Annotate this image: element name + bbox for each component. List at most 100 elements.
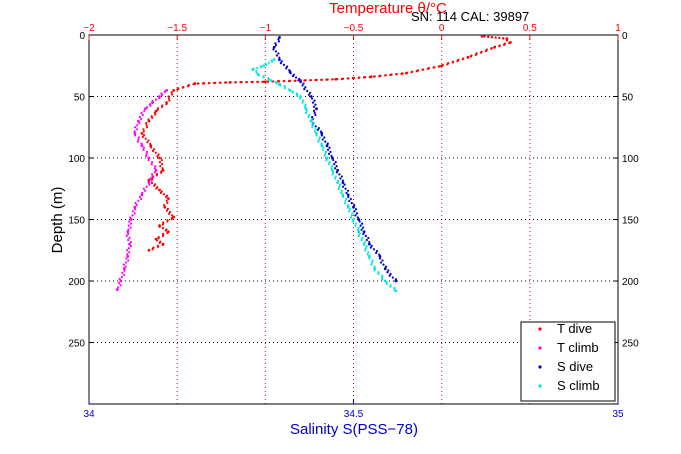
data-point bbox=[334, 77, 338, 81]
data-point bbox=[325, 156, 329, 160]
data-trace-dot bbox=[303, 105, 307, 108]
data-trace-dot bbox=[351, 212, 354, 215]
data-point bbox=[346, 193, 350, 197]
data-trace-dot bbox=[118, 277, 121, 281]
data-trace-dot bbox=[137, 199, 140, 203]
data-trace-dot bbox=[410, 71, 413, 74]
data-trace-dot bbox=[378, 75, 381, 78]
data-trace-dot bbox=[160, 171, 163, 174]
data-point bbox=[373, 267, 377, 271]
data-trace-dot bbox=[303, 88, 306, 91]
data-trace-dot bbox=[340, 77, 343, 81]
legend: T dive T climb S dive S climb bbox=[520, 321, 616, 402]
data-point bbox=[147, 248, 151, 252]
data-trace-dot bbox=[306, 89, 309, 93]
data-trace-dot bbox=[293, 79, 296, 82]
data-trace-dot bbox=[490, 36, 493, 39]
data-trace-dot bbox=[351, 220, 354, 223]
data-trace-dot bbox=[340, 175, 343, 178]
data-trace-dot bbox=[168, 211, 172, 214]
left-tick-label: 0 bbox=[79, 31, 85, 42]
data-point bbox=[299, 80, 302, 84]
data-trace-dot bbox=[166, 207, 169, 210]
data-trace-dot bbox=[142, 130, 145, 133]
data-trace-dot bbox=[170, 91, 173, 94]
data-point bbox=[336, 168, 340, 172]
data-trace-dot bbox=[123, 273, 126, 276]
right-tick-label: 200 bbox=[622, 277, 639, 288]
data-trace-dot bbox=[152, 148, 156, 151]
data-trace-dot bbox=[501, 37, 505, 40]
data-trace-dot bbox=[145, 150, 149, 153]
data-trace-dot bbox=[274, 81, 278, 84]
data-trace-dot bbox=[313, 130, 316, 133]
data-trace-dot bbox=[348, 210, 351, 213]
data-trace-dot bbox=[146, 106, 149, 109]
data-trace-dot bbox=[304, 103, 307, 106]
data-trace-dot bbox=[165, 102, 168, 106]
data-point bbox=[140, 144, 144, 148]
data-trace-dot bbox=[171, 214, 174, 217]
data-trace-dot bbox=[125, 234, 128, 237]
data-trace-dot bbox=[335, 171, 339, 174]
data-trace-dot bbox=[125, 257, 128, 260]
top-tick-label: −0.5 bbox=[344, 23, 364, 34]
data-point bbox=[330, 168, 334, 172]
data-trace-dot bbox=[326, 148, 330, 151]
data-trace-dot bbox=[451, 61, 454, 64]
data-trace-dot bbox=[324, 150, 328, 153]
data-trace-dot bbox=[151, 116, 154, 119]
data-point bbox=[122, 267, 126, 271]
data-trace-dot bbox=[373, 265, 376, 268]
data-trace-dot bbox=[332, 158, 335, 162]
data-trace-dot bbox=[148, 103, 152, 106]
data-trace-dot bbox=[152, 175, 155, 178]
data-point bbox=[309, 95, 313, 98]
data-trace-dot bbox=[123, 269, 126, 272]
data-trace-dot bbox=[223, 81, 227, 84]
data-trace-dot bbox=[355, 212, 359, 215]
data-trace-dot bbox=[356, 216, 360, 219]
data-trace-dot bbox=[330, 154, 333, 158]
data-trace-dot bbox=[505, 39, 509, 42]
data-trace-dot bbox=[161, 223, 164, 226]
data-trace-dot bbox=[160, 158, 163, 162]
data-trace-dot bbox=[150, 163, 153, 166]
left-tick-label: 50 bbox=[74, 93, 86, 104]
data-trace-dot bbox=[120, 275, 124, 278]
data-trace-dot bbox=[310, 117, 313, 121]
data-trace-dot bbox=[245, 80, 248, 84]
data-trace-dot bbox=[133, 208, 137, 211]
data-trace-dot bbox=[165, 199, 168, 202]
data-trace-dot bbox=[456, 60, 459, 63]
data-trace-dot bbox=[134, 202, 137, 205]
data-trace-dot bbox=[141, 113, 144, 117]
data-trace-dot bbox=[307, 93, 311, 96]
data-trace-dot bbox=[154, 113, 157, 116]
data-trace-dot bbox=[119, 284, 122, 287]
top-tick-label: −1.5 bbox=[167, 23, 187, 34]
data-trace-dot bbox=[128, 220, 131, 223]
data-trace-dot bbox=[461, 58, 464, 61]
data-trace-dot bbox=[368, 257, 371, 260]
data-point bbox=[394, 279, 398, 283]
data-trace-dot bbox=[320, 142, 323, 145]
data-trace-dot bbox=[302, 99, 305, 102]
data-trace-dot bbox=[167, 97, 171, 100]
data-trace-dot bbox=[305, 109, 308, 112]
data-trace-dot bbox=[196, 82, 199, 85]
data-trace-dot bbox=[317, 127, 320, 130]
data-trace-dot bbox=[150, 179, 153, 182]
bottom-tick-label: 35 bbox=[612, 409, 624, 420]
top-tick-label: −1 bbox=[260, 23, 272, 34]
data-trace-dot bbox=[312, 109, 316, 112]
data-trace-dot bbox=[255, 71, 258, 74]
data-trace-dot bbox=[192, 83, 195, 86]
left-tick-label: 200 bbox=[68, 277, 85, 288]
data-trace-dot bbox=[126, 232, 130, 235]
data-trace-dot bbox=[159, 165, 162, 168]
data-trace-dot bbox=[490, 47, 493, 50]
data-trace-dot bbox=[145, 126, 149, 129]
data-trace-dot bbox=[375, 250, 379, 253]
data-trace-dot bbox=[315, 134, 318, 137]
